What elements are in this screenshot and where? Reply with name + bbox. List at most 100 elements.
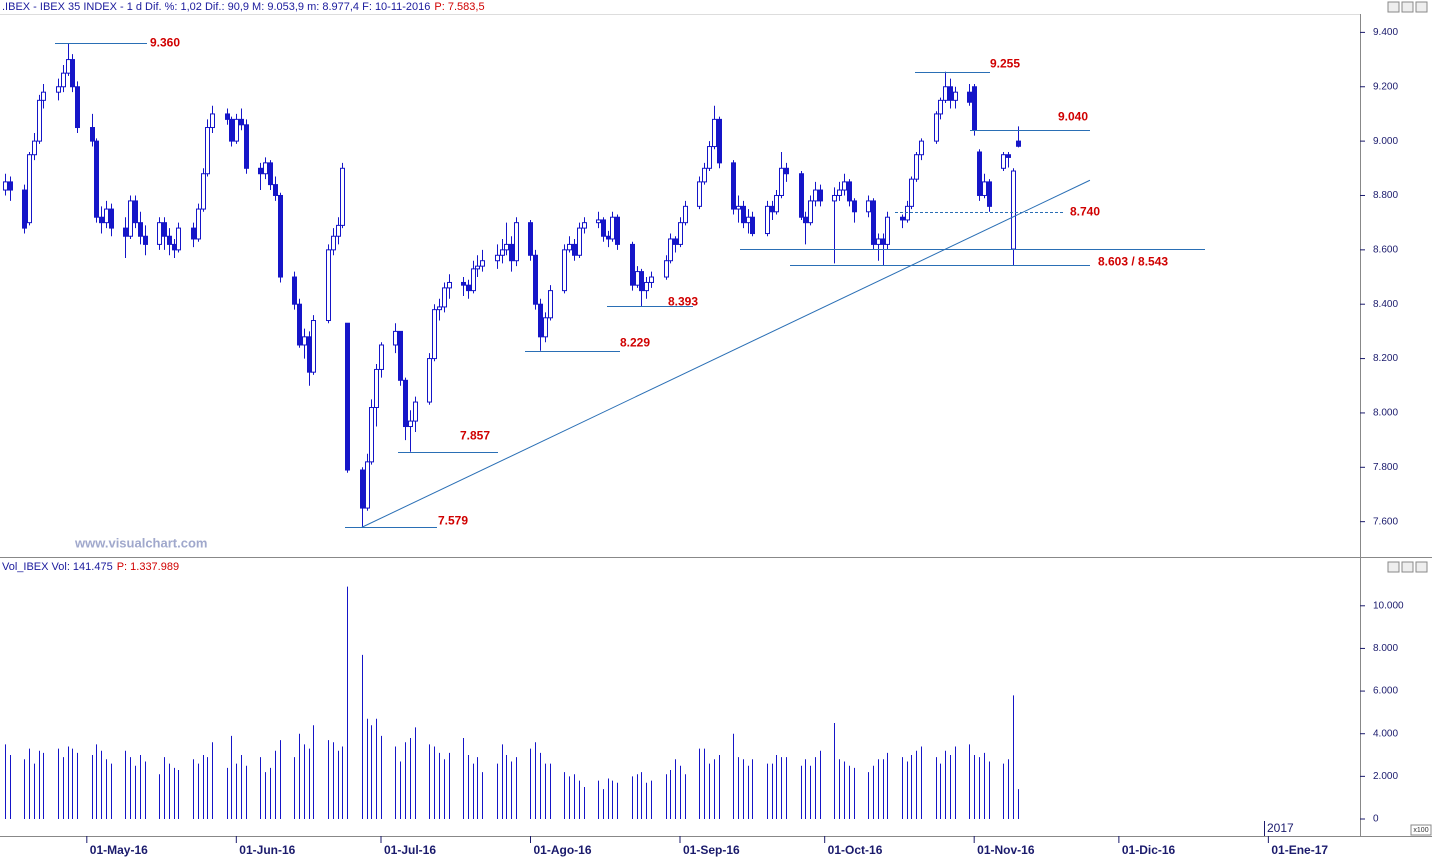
candle-body [919,140,924,156]
candle-body [972,86,977,131]
candle-body [881,238,886,245]
candle-body [75,86,80,129]
candle-body [504,243,509,251]
candle-body [914,154,919,180]
x-tick-label: 01-Jul-16 [384,843,436,857]
candle-body [229,118,234,142]
candle-body [336,224,341,237]
candle-body [639,271,644,292]
level-label: 7.857 [460,429,490,443]
level-label: 9.255 [990,57,1020,71]
candle-body [967,91,972,103]
candle-body [273,184,278,196]
candle-body [630,243,635,286]
candle-body [509,243,514,262]
maximize-button[interactable] [1401,561,1414,573]
candle-body [610,216,615,240]
candle-body [774,194,779,213]
volume-subtitle: P: 1.337.989 [117,561,179,573]
candle-body [615,216,620,245]
candle-body [943,86,948,101]
candle-body [345,322,350,471]
candle-body [268,162,273,186]
level-label: 8.740 [1070,205,1100,219]
candle-body [528,222,533,256]
candle-body [987,181,992,207]
candle-body [562,249,567,292]
candle-body [393,330,398,346]
y-tick-label: 8.000 [1373,408,1398,419]
candle-body [741,205,746,224]
candle-body [601,219,606,237]
candle-body [717,118,722,164]
level-label: 8.393 [668,295,698,309]
candle-body [403,379,408,428]
x-tick-label: 01-May-16 [90,843,148,857]
candle-body [876,238,881,245]
y-tick-label: 9.200 [1373,81,1398,92]
y-tick-label: 8.600 [1373,244,1398,255]
volume-y-tick-label: 2.000 [1373,771,1398,782]
y-tick-label: 8.400 [1373,299,1398,310]
candle-body [70,59,75,88]
window-buttons[interactable] [1387,1,1428,573]
candle-body [244,124,249,169]
minimize-button[interactable] [1387,1,1400,13]
candle-body [128,200,133,237]
level-label: 7.579 [438,514,468,528]
x-tick-label: 01-Sep-16 [683,843,740,857]
level-label: 9.040 [1058,110,1088,124]
candle-body [408,420,413,428]
candle-body [770,205,775,213]
candle-body [99,216,104,224]
y-tick-label: 9.000 [1373,136,1398,147]
candle-body [143,235,148,245]
candle-body [567,243,572,251]
candle-body [56,86,61,93]
maximize-button[interactable] [1401,1,1414,13]
candle-body [432,309,437,360]
close-button[interactable] [1415,1,1428,13]
candle-body [832,194,837,202]
candle-body [678,222,683,245]
candle-body [750,216,755,235]
candle-body [41,91,46,101]
candle-body [263,162,268,175]
watermark: www.visualchart.com [74,535,207,550]
volume-title: Vol_IBEX Vol: 141.475 [2,561,113,573]
candle-body [500,249,505,256]
candle-body [239,118,244,126]
candle-body [702,167,707,183]
candle-body [664,260,669,278]
minimize-button[interactable] [1387,561,1400,573]
candle-body [736,205,741,210]
candle-body [437,306,442,311]
close-button[interactable] [1415,561,1428,573]
candle-body [871,200,876,245]
candle-body [302,336,307,346]
candle-body [466,284,471,292]
level-label: 8.603 / 8.543 [1098,255,1168,269]
candle-body [799,173,804,218]
candle-body [340,167,345,226]
candle-body [707,146,712,169]
candle-body [842,181,847,191]
candle-body [427,358,432,403]
volume-y-tick-label: 0 [1373,814,1379,825]
candle-body [746,216,751,224]
candle-body [1011,170,1016,250]
candle-body [307,336,312,373]
candle-body [644,281,649,292]
candle-body [673,238,678,245]
candle-body [447,281,452,289]
candle-body [635,271,640,286]
candle-body [27,154,32,224]
candle-body [311,320,316,373]
candle-body [982,181,987,196]
y-tick-label: 8.200 [1373,353,1398,364]
candle-body [543,317,548,338]
candle-body [649,276,654,283]
candle-body [538,303,543,338]
candle-body [784,167,789,175]
